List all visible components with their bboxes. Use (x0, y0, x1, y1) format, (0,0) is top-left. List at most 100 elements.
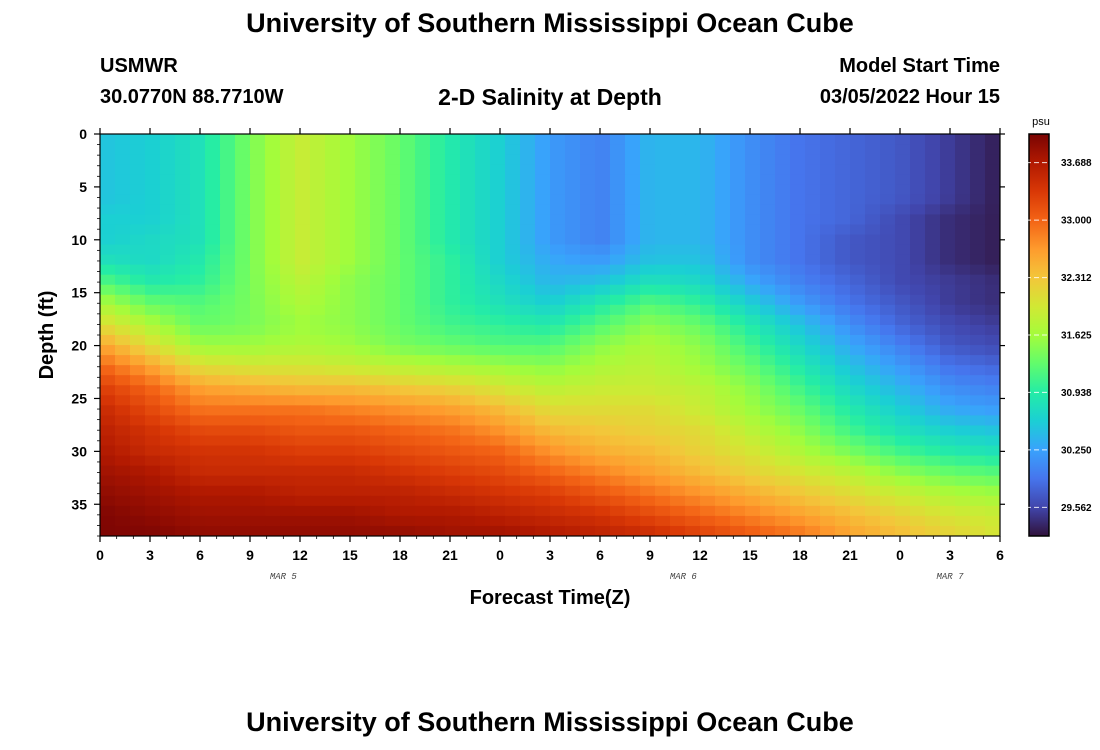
heatmap-cell (100, 335, 116, 346)
heatmap-cell (460, 254, 476, 266)
heatmap-cell (985, 435, 1000, 447)
heatmap-cell (370, 184, 386, 195)
heatmap-cell (640, 485, 656, 497)
heatmap-cell (745, 164, 761, 175)
heatmap-cell (655, 174, 671, 185)
heatmap-cell (760, 365, 776, 376)
heatmap-cell (295, 365, 311, 376)
heatmap-cell (235, 335, 251, 346)
heatmap-cell (580, 224, 596, 236)
heatmap-cell (880, 475, 896, 487)
heatmap-cell (355, 375, 371, 386)
heatmap-cell (475, 435, 491, 447)
heatmap-cell (730, 254, 746, 266)
heatmap-cell (130, 154, 146, 165)
heatmap-cell (685, 244, 701, 256)
heatmap-cell (310, 485, 326, 497)
heatmap-cell (205, 445, 221, 457)
heatmap-cell (190, 355, 206, 366)
heatmap-cell (685, 294, 701, 306)
heatmap-cell (760, 134, 776, 145)
heatmap-cell (475, 234, 491, 246)
heatmap-cell (265, 264, 281, 276)
heatmap-cell (820, 355, 836, 366)
heatmap-cell (895, 294, 911, 306)
heatmap-cell (715, 264, 731, 276)
heatmap-cell (385, 515, 401, 527)
heatmap-cell (925, 284, 941, 296)
heatmap-cell (805, 284, 821, 296)
heatmap-cell (835, 214, 851, 226)
heatmap-cell (325, 214, 341, 226)
heatmap-cell (550, 294, 566, 306)
heatmap-cell (400, 204, 416, 215)
heatmap-cell (460, 314, 476, 326)
heatmap-cell (700, 525, 716, 536)
heatmap-cell (820, 154, 836, 165)
heatmap-cell (190, 234, 206, 246)
heatmap-cell (685, 314, 701, 326)
heatmap-cell (820, 194, 836, 205)
heatmap-cell (310, 515, 326, 527)
heatmap-cell (190, 505, 206, 517)
heatmap-cell (640, 174, 656, 185)
heatmap-cell (835, 274, 851, 286)
heatmap-cell (355, 324, 371, 336)
heatmap-cell (130, 335, 146, 346)
heatmap-cell (685, 264, 701, 276)
heatmap-cell (190, 244, 206, 256)
heatmap-cell (940, 495, 956, 507)
heatmap-cell (580, 214, 596, 226)
heatmap-cell (550, 304, 566, 316)
heatmap-cell (145, 515, 161, 527)
heatmap-cell (715, 324, 731, 336)
heatmap-cell (445, 355, 461, 366)
heatmap-cell (940, 415, 956, 427)
heatmap-cell (925, 425, 941, 437)
heatmap-cell (190, 284, 206, 296)
heatmap-cell (550, 214, 566, 226)
heatmap-cell (520, 164, 536, 175)
heatmap-cell (445, 415, 461, 427)
heatmap-cell (235, 385, 251, 396)
heatmap-cell (595, 314, 611, 326)
heatmap-cell (100, 174, 116, 185)
heatmap-cell (595, 194, 611, 205)
heatmap-cell (865, 395, 881, 406)
heatmap-cell (340, 214, 356, 226)
heatmap-cell (940, 405, 956, 416)
heatmap-cell (280, 294, 296, 306)
heatmap-cell (835, 184, 851, 195)
heatmap-cell (715, 365, 731, 376)
heatmap-cell (775, 284, 791, 296)
heatmap-cell (730, 234, 746, 246)
heatmap-cell (625, 425, 641, 437)
heatmap-cell (235, 284, 251, 296)
heatmap-cell (835, 415, 851, 427)
heatmap-cell (715, 314, 731, 326)
heatmap-cell (985, 335, 1000, 346)
heatmap-cell (385, 164, 401, 175)
heatmap-cell (460, 355, 476, 366)
heatmap-cell (475, 284, 491, 296)
heatmap-cell (730, 365, 746, 376)
heatmap-cell (385, 184, 401, 195)
heatmap-cell (760, 335, 776, 346)
heatmap-cell (940, 284, 956, 296)
heatmap-cell (775, 274, 791, 286)
heatmap-cell (655, 485, 671, 497)
heatmap-cell (385, 415, 401, 427)
heatmap-cell (475, 184, 491, 195)
heatmap-cell (925, 154, 941, 165)
heatmap-cell (835, 134, 851, 145)
heatmap-cell (550, 274, 566, 286)
heatmap-cell (175, 304, 191, 316)
heatmap-cell (640, 355, 656, 366)
heatmap-cell (535, 134, 551, 145)
heatmap-cell (490, 455, 506, 467)
heatmap-cell (415, 284, 431, 296)
heatmap-cell (415, 365, 431, 376)
heatmap-cell (145, 294, 161, 306)
heatmap-cell (730, 214, 746, 226)
heatmap-cell (325, 224, 341, 236)
